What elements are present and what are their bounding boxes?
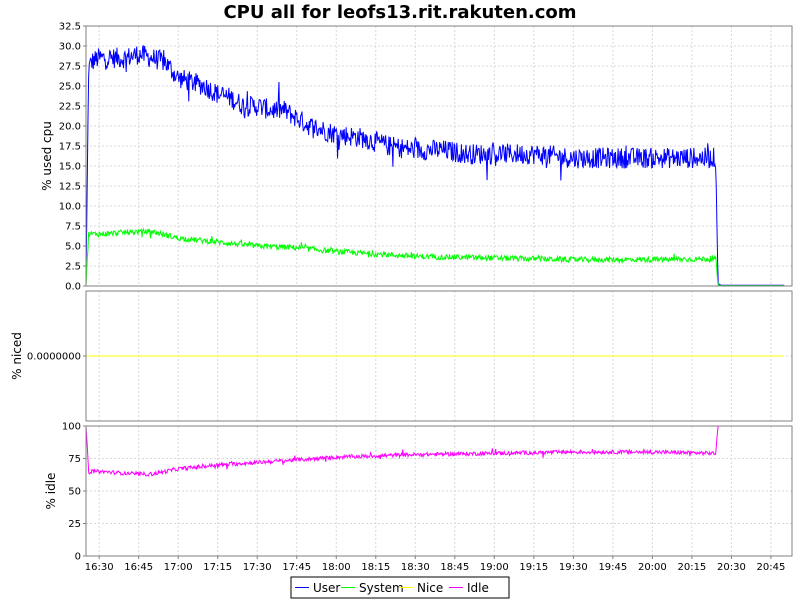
x-tick-label: 20:00: [638, 562, 667, 573]
y-tick-label: 27.5: [59, 62, 81, 73]
y-tick-label: 100: [62, 422, 81, 433]
x-tick-label: 18:15: [361, 562, 390, 573]
x-tick-label: 17:00: [164, 562, 193, 573]
plot-frame-used: [85, 25, 793, 287]
y-tick-label: 0.0000000: [27, 352, 81, 363]
x-tick-label: 19:30: [559, 562, 588, 573]
chart-title: CPU all for leofs13.rit.rakuten.com: [223, 2, 576, 23]
x-tick-label: 17:30: [243, 562, 272, 573]
y-tick-label: 30.0: [59, 42, 81, 53]
panel-idle: 0 25 50 75 100 % idle: [44, 422, 793, 563]
x-tick-label: 19:00: [480, 562, 509, 573]
x-tick-label: 20:45: [757, 562, 786, 573]
y-tick-label: 12.5: [59, 182, 81, 193]
y-axis-label: % idle: [44, 473, 58, 510]
plot-frame-idle: [85, 425, 793, 557]
legend: User System Nice Idle: [290, 576, 510, 599]
plot-frame-niced: [85, 290, 793, 422]
legend-label-user: User: [313, 581, 340, 595]
y-tick-label: 50: [68, 487, 81, 498]
x-tick-label: 17:15: [203, 562, 232, 573]
y-tick-label: 5.0: [65, 242, 81, 253]
y-tick-label: 32.5: [59, 22, 81, 33]
y-tick-label: 0: [75, 552, 81, 563]
y-tick-label: 2.5: [65, 262, 81, 273]
y-tick-label: 20.0: [59, 122, 81, 133]
x-tick-label: 16:30: [85, 562, 114, 573]
y-tick-label: 10.0: [59, 202, 81, 213]
series-idle: [85, 425, 785, 477]
x-tick-label: 18:00: [322, 562, 351, 573]
x-tick-label: 19:15: [519, 562, 548, 573]
panel-niced: 0.0000000% niced: [10, 290, 793, 422]
panel-used: 0.0 2.5 5.0 7.5 10.0 12.5 15.0 17.5 20.0 22.5 25.0…: [40, 22, 793, 293]
legend-label-idle: Idle: [467, 581, 489, 595]
x-tick-label: 18:30: [401, 562, 430, 573]
y-tick-label: 7.5: [65, 222, 81, 233]
x-tick-label: 20:30: [717, 562, 746, 573]
y-tick-label: 17.5: [59, 142, 81, 153]
y-tick-label: 25.0: [59, 82, 81, 93]
y-tick-label: 15.0: [59, 162, 81, 173]
y-tick-label: 22.5: [59, 102, 81, 113]
series-user: [85, 45, 785, 287]
legend-label-nice: Nice: [417, 581, 443, 595]
legend-label-system: System: [359, 581, 404, 595]
y-axis-label: % niced: [10, 332, 24, 380]
y-tick-label: 0.0: [65, 282, 81, 293]
y-tick-label: 25: [68, 519, 81, 530]
y-axis-label: % used cpu: [40, 121, 54, 191]
x-tick-label: 19:45: [598, 562, 627, 573]
x-tick-label: 17:45: [282, 562, 311, 573]
x-tick-label: 20:15: [677, 562, 706, 573]
x-tick-label: 18:45: [440, 562, 469, 573]
y-tick-label: 75: [68, 454, 81, 465]
series-system: [85, 227, 785, 287]
x-tick-label: 16:45: [124, 562, 153, 573]
